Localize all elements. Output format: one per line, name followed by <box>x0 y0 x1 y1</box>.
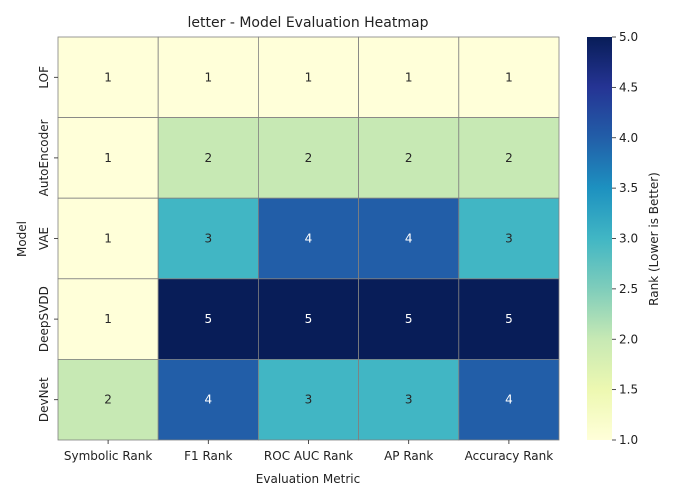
heatmap-cell <box>257 358 359 441</box>
heatmap-cell <box>358 36 460 118</box>
cell-value-label: 1 <box>405 70 413 84</box>
colorbar-tick-label: 4.5 <box>619 80 638 94</box>
colorbar-tick-label: 4.0 <box>619 131 638 145</box>
y-axis-ticks: LOF AutoEncoder VAE DeepSVDD DevNet <box>37 66 58 422</box>
heatmap-cell <box>257 36 359 118</box>
y-tick-label: VAE <box>37 227 51 250</box>
y-tick-label: DevNet <box>37 377 51 422</box>
cell-value-label: 2 <box>405 151 413 165</box>
x-tick-label: F1 Rank <box>184 449 232 463</box>
x-tick-label: ROC AUC Rank <box>264 449 353 463</box>
cell-value-label: 1 <box>104 151 112 165</box>
cell-value-label: 2 <box>305 151 313 165</box>
heatmap-cell <box>157 278 259 360</box>
cell-value-label: 4 <box>405 232 413 246</box>
heatmap-cell <box>257 117 359 199</box>
colorbar-tick-label: 5.0 <box>619 30 638 44</box>
x-axis-label: Evaluation Metric <box>256 472 360 486</box>
heatmap-cell <box>458 358 560 441</box>
x-tick-label: Accuracy Rank <box>465 449 554 463</box>
heatmap-cell <box>57 358 159 441</box>
heatmap-cell <box>157 358 259 441</box>
cell-value-label: 4 <box>505 393 513 407</box>
heatmap-cell <box>458 278 560 360</box>
cell-value-label: 1 <box>204 70 212 84</box>
heatmap-cell <box>57 36 159 118</box>
heatmap-cell <box>458 197 560 280</box>
cell-value-label: 2 <box>104 393 112 407</box>
cell-value-label: 5 <box>204 312 212 326</box>
heatmap-cell <box>57 117 159 199</box>
cell-value-label: 5 <box>405 312 413 326</box>
chart-title: letter - Model Evaluation Heatmap <box>188 15 429 31</box>
x-tick-label: Symbolic Rank <box>64 449 152 463</box>
colorbar-gradient <box>587 37 612 440</box>
cell-value-label: 5 <box>305 312 313 326</box>
heatmap-cell <box>458 117 560 199</box>
colorbar-tick-label: 3.5 <box>619 181 638 195</box>
cell-value-label: 3 <box>204 232 212 246</box>
cell-value-label: 5 <box>505 312 513 326</box>
colorbar-tick-label: 1.0 <box>619 433 638 447</box>
y-axis-label: Model <box>15 221 29 257</box>
colorbar-tick-label: 2.0 <box>619 332 638 346</box>
y-tick-label: LOF <box>37 66 51 89</box>
cell-value-label: 2 <box>505 151 513 165</box>
heatmap-cell <box>157 197 259 280</box>
heatmap-cells: 1 1 1 1 1 1 2 2 2 2 1 3 4 4 3 1 5 5 5 5 2 4 3 3 4 <box>57 36 560 441</box>
cell-value-label: 4 <box>204 393 212 407</box>
heatmap-cell <box>257 197 359 280</box>
colorbar-tick-label: 1.5 <box>619 383 638 397</box>
colorbar-label: Rank (Lower is Better) <box>647 172 661 306</box>
cell-value-label: 1 <box>104 312 112 326</box>
x-tick-label: AP Rank <box>384 449 433 463</box>
y-tick-label: AutoEncoder <box>37 119 51 196</box>
cell-value-label: 3 <box>305 393 313 407</box>
cell-value-label: 1 <box>104 232 112 246</box>
cell-value-label: 4 <box>305 232 313 246</box>
colorbar-ticks: 1.0 1.5 2.0 2.5 3.0 3.5 4.0 4.5 5.0 <box>612 30 638 447</box>
cell-value-label: 1 <box>104 70 112 84</box>
heatmap-cell <box>358 278 460 360</box>
heatmap-cell <box>458 36 560 118</box>
cell-value-label: 2 <box>204 151 212 165</box>
heatmap-cell <box>257 278 359 360</box>
cell-value-label: 3 <box>405 393 413 407</box>
colorbar-tick-label: 3.0 <box>619 232 638 246</box>
heatmap-cell <box>157 36 259 118</box>
x-axis-ticks: Symbolic Rank F1 Rank ROC AUC Rank AP Rank A… <box>64 440 553 463</box>
cell-value-label: 1 <box>305 70 313 84</box>
cell-value-label: 1 <box>505 70 513 84</box>
colorbar: 1.0 1.5 2.0 2.5 3.0 3.5 4.0 4.5 5.0 Rank (Lower … <box>587 30 661 447</box>
cell-value-label: 3 <box>505 232 513 246</box>
colorbar-tick-label: 2.5 <box>619 282 638 296</box>
heatmap-cell <box>358 197 460 280</box>
y-tick-label: DeepSVDD <box>37 286 51 352</box>
